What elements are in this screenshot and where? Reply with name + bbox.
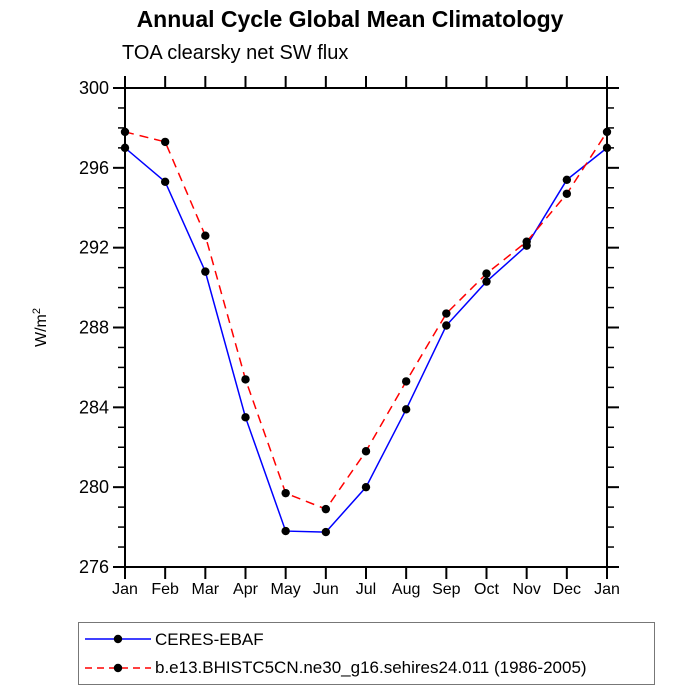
svg-text:W/m2: W/m2 (31, 308, 50, 347)
y-axis-title: W/m2 (31, 308, 50, 347)
y-axis-labels: 276 280 284 288 292 296 300 (79, 78, 109, 577)
y-axis-ticks (113, 87, 619, 568)
svg-text:276: 276 (79, 557, 109, 577)
svg-text:Aug: Aug (392, 581, 420, 598)
svg-text:Oct: Oct (474, 581, 499, 598)
svg-text:May: May (271, 581, 301, 598)
series-model (120, 127, 612, 514)
svg-text:Apr: Apr (233, 581, 259, 598)
svg-text:288: 288 (79, 318, 109, 338)
legend-item-ceres: CERES-EBAF (83, 628, 654, 650)
series-ceres-ebaf (120, 143, 612, 537)
svg-text:300: 300 (79, 78, 109, 98)
svg-text:Feb: Feb (151, 581, 179, 598)
legend-dashed-line-icon (85, 663, 151, 672)
svg-text:Jul: Jul (356, 581, 376, 598)
svg-text:Dec: Dec (553, 581, 581, 598)
chart-title: Annual Cycle Global Mean Climatology (136, 6, 564, 32)
legend: CERES-EBAF b.e13.BHISTC5CN.ne30_g16.sehi… (78, 622, 655, 685)
x-axis-ticks (124, 76, 608, 579)
svg-text:296: 296 (79, 158, 109, 178)
svg-text:280: 280 (79, 477, 109, 497)
chart-subtitle: TOA clearsky net SW flux (122, 42, 349, 64)
legend-label-model: b.e13.BHISTC5CN.ne30_g16.sehires24.011 (… (155, 658, 587, 678)
svg-text:Sep: Sep (432, 581, 461, 598)
svg-text:Mar: Mar (192, 581, 220, 598)
axis-frame (124, 87, 608, 568)
legend-solid-line-icon (85, 635, 151, 644)
svg-text:Jan: Jan (594, 581, 620, 598)
x-axis-labels: Jan Feb Mar Apr May Jun Jul Aug Sep Oct Nov Dec Jan (112, 581, 620, 598)
svg-text:292: 292 (79, 238, 109, 258)
svg-text:284: 284 (79, 397, 109, 417)
legend-label-ceres: CERES-EBAF (155, 629, 264, 649)
svg-text:Jan: Jan (112, 581, 138, 598)
legend-item-model: b.e13.BHISTC5CN.ne30_g16.sehires24.011 (… (83, 657, 654, 679)
svg-text:Nov: Nov (512, 581, 540, 598)
svg-text:Jun: Jun (313, 581, 339, 598)
